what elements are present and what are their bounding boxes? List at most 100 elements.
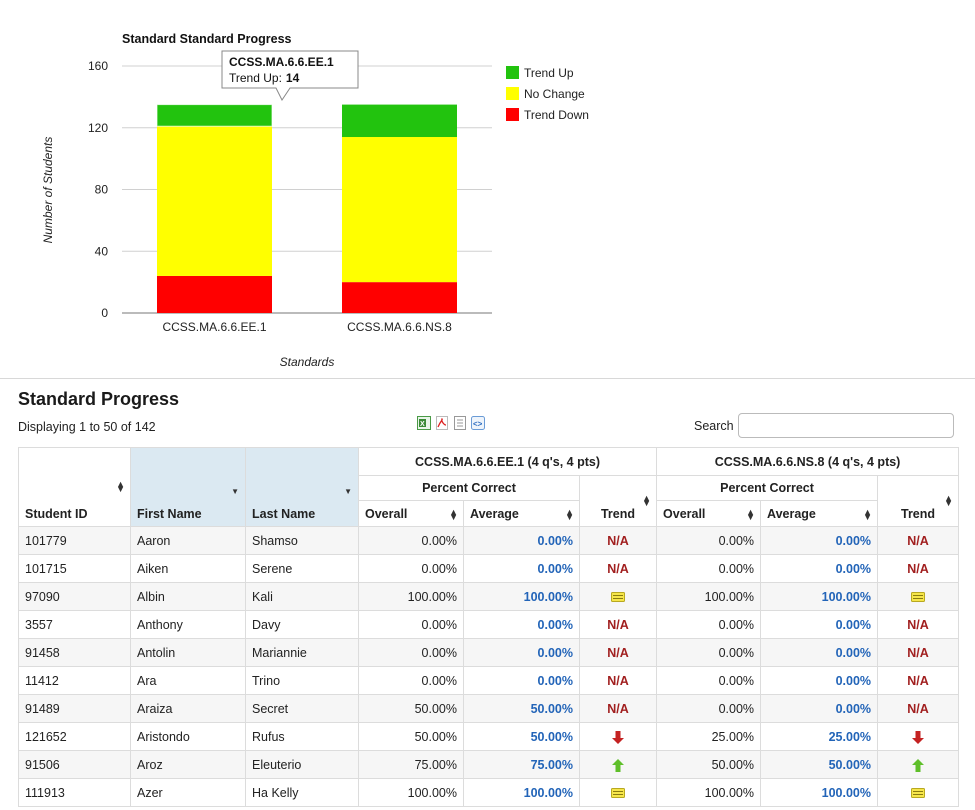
average-link[interactable]: 100.00% bbox=[760, 778, 879, 807]
trend-down-icon bbox=[612, 730, 624, 744]
legend-item-trend-up[interactable]: Trend Up bbox=[506, 66, 574, 80]
bar-segment-trend-up[interactable] bbox=[342, 104, 457, 138]
average-link[interactable]: 50.00% bbox=[463, 722, 580, 751]
average-link[interactable]: 0.00% bbox=[463, 638, 580, 667]
no-change-icon bbox=[611, 592, 625, 603]
sort-icon: ▲ ▼ bbox=[565, 507, 574, 522]
average-link[interactable]: 100.00% bbox=[463, 778, 580, 807]
first-name-cell: Azer bbox=[130, 778, 246, 807]
svg-text:X: X bbox=[420, 421, 425, 428]
legend-label: Trend Down bbox=[524, 108, 589, 122]
trend-cell bbox=[578, 778, 658, 807]
column-header-average[interactable]: Average ▲ ▼ bbox=[760, 500, 879, 527]
y-tick-label: 40 bbox=[95, 244, 109, 258]
no-change-icon bbox=[911, 788, 926, 799]
x-tick-label: CCSS.MA.6.6.NS.8 bbox=[347, 320, 452, 334]
column-label: Average bbox=[767, 507, 816, 521]
average-link[interactable]: 0.00% bbox=[760, 666, 879, 695]
trend-value: N/A bbox=[907, 533, 929, 548]
legend-swatch bbox=[506, 108, 519, 121]
overall-cell: 0.00% bbox=[656, 554, 762, 583]
excel-icon[interactable]: X bbox=[417, 416, 431, 430]
trend-value: N/A bbox=[607, 645, 629, 660]
student-id-cell: 91458 bbox=[18, 638, 131, 667]
last-name-cell: Rufus bbox=[245, 722, 359, 751]
average-link[interactable]: 0.00% bbox=[463, 554, 580, 583]
column-header-trend[interactable]: Trend ▲ ▼ bbox=[578, 475, 658, 527]
trend-cell: N/A bbox=[877, 554, 960, 583]
text-document-icon[interactable] bbox=[453, 416, 467, 430]
average-link[interactable]: 75.00% bbox=[463, 750, 580, 779]
export-toolbar: X <> bbox=[417, 416, 485, 430]
pdf-icon[interactable] bbox=[435, 416, 449, 430]
average-link[interactable]: 100.00% bbox=[760, 582, 879, 611]
bar-segment-no-change[interactable] bbox=[342, 137, 457, 283]
bar-segment-no-change[interactable] bbox=[157, 126, 272, 276]
percent-correct-header: Percent Correct bbox=[358, 475, 580, 501]
x-tick-label: CCSS.MA.6.6.EE.1 bbox=[162, 320, 266, 334]
column-header-student-id[interactable]: Student ID ▲ ▼ bbox=[18, 447, 131, 527]
overall-cell: 0.00% bbox=[656, 638, 762, 667]
last-name-cell: Kali bbox=[245, 582, 359, 611]
average-link[interactable]: 0.00% bbox=[463, 526, 580, 555]
column-header-last-name[interactable]: Last Name ▼ bbox=[245, 447, 359, 527]
overall-cell: 50.00% bbox=[656, 750, 762, 779]
chart-title: Standard Standard Progress bbox=[122, 32, 292, 46]
table-row: 111913 Azer Ha Kelly 100.00% 100.00% 100.00% 1… bbox=[18, 778, 960, 807]
sort-icon: ▲ ▼ bbox=[449, 507, 458, 522]
average-link[interactable]: 0.00% bbox=[760, 610, 879, 639]
column-header-trend[interactable]: Trend ▲ ▼ bbox=[877, 475, 960, 527]
bar-segment-trend-down[interactable] bbox=[157, 275, 272, 313]
trend-cell bbox=[877, 582, 960, 611]
average-link[interactable]: 50.00% bbox=[760, 750, 879, 779]
chart-tooltip: CCSS.MA.6.6.EE.1 Trend Up: 14 bbox=[221, 50, 359, 101]
bar-segment-trend-up[interactable] bbox=[157, 104, 272, 127]
student-id-cell: 111913 bbox=[18, 778, 131, 807]
overall-cell: 0.00% bbox=[358, 554, 464, 583]
legend-label: Trend Up bbox=[524, 66, 574, 80]
search-input[interactable] bbox=[738, 413, 954, 438]
average-link[interactable]: 0.00% bbox=[760, 638, 879, 667]
trend-value: N/A bbox=[607, 533, 629, 548]
average-link[interactable]: 0.00% bbox=[760, 694, 879, 723]
student-id-cell: 101779 bbox=[18, 526, 131, 555]
overall-cell: 0.00% bbox=[358, 638, 464, 667]
column-header-first-name[interactable]: First Name ▼ bbox=[130, 447, 246, 527]
average-link[interactable]: 0.00% bbox=[463, 666, 580, 695]
student-id-cell: 11412 bbox=[18, 666, 131, 695]
no-change-icon bbox=[911, 592, 926, 603]
trend-up-icon bbox=[912, 758, 925, 772]
average-link[interactable]: 25.00% bbox=[760, 722, 879, 751]
column-label: First Name bbox=[137, 507, 202, 521]
table-row: 11412 Ara Trino 0.00% 0.00% N/A 0.00% 0.00% N/A bbox=[18, 666, 960, 695]
last-name-cell: Secret bbox=[245, 694, 359, 723]
average-link[interactable]: 0.00% bbox=[760, 554, 879, 583]
average-link[interactable]: 50.00% bbox=[463, 694, 580, 723]
embed-icon[interactable]: <> bbox=[471, 416, 485, 430]
column-label: Average bbox=[470, 507, 519, 521]
first-name-cell: Aroz bbox=[130, 750, 246, 779]
legend-item-trend-down[interactable]: Trend Down bbox=[506, 108, 589, 122]
trend-value: N/A bbox=[907, 701, 929, 716]
average-link[interactable]: 100.00% bbox=[463, 582, 580, 611]
overall-cell: 100.00% bbox=[656, 778, 762, 807]
y-tick-label: 80 bbox=[95, 183, 109, 197]
trend-value: N/A bbox=[907, 617, 929, 632]
legend-item-no-change[interactable]: No Change bbox=[506, 87, 585, 101]
average-link[interactable]: 0.00% bbox=[463, 610, 580, 639]
last-name-cell: Eleuterio bbox=[245, 750, 359, 779]
column-header-overall[interactable]: Overall ▲ ▼ bbox=[656, 500, 762, 527]
column-header-average[interactable]: Average ▲ ▼ bbox=[463, 500, 580, 527]
trend-cell: N/A bbox=[877, 638, 960, 667]
tooltip-title: CCSS.MA.6.6.EE.1 bbox=[229, 55, 334, 69]
tooltip-value: 14 bbox=[286, 71, 300, 85]
first-name-cell: Anthony bbox=[130, 610, 246, 639]
table-row: 91506 Aroz Eleuterio 75.00% 75.00% 50.00% 50.0… bbox=[18, 750, 960, 779]
student-id-cell: 3557 bbox=[18, 610, 131, 639]
overall-cell: 0.00% bbox=[656, 694, 762, 723]
average-link[interactable]: 0.00% bbox=[760, 526, 879, 555]
sort-icon: ▲ ▼ bbox=[116, 479, 125, 494]
column-header-overall[interactable]: Overall ▲ ▼ bbox=[358, 500, 464, 527]
bar-segment-trend-down[interactable] bbox=[342, 282, 457, 313]
column-label: Student ID bbox=[25, 507, 88, 521]
